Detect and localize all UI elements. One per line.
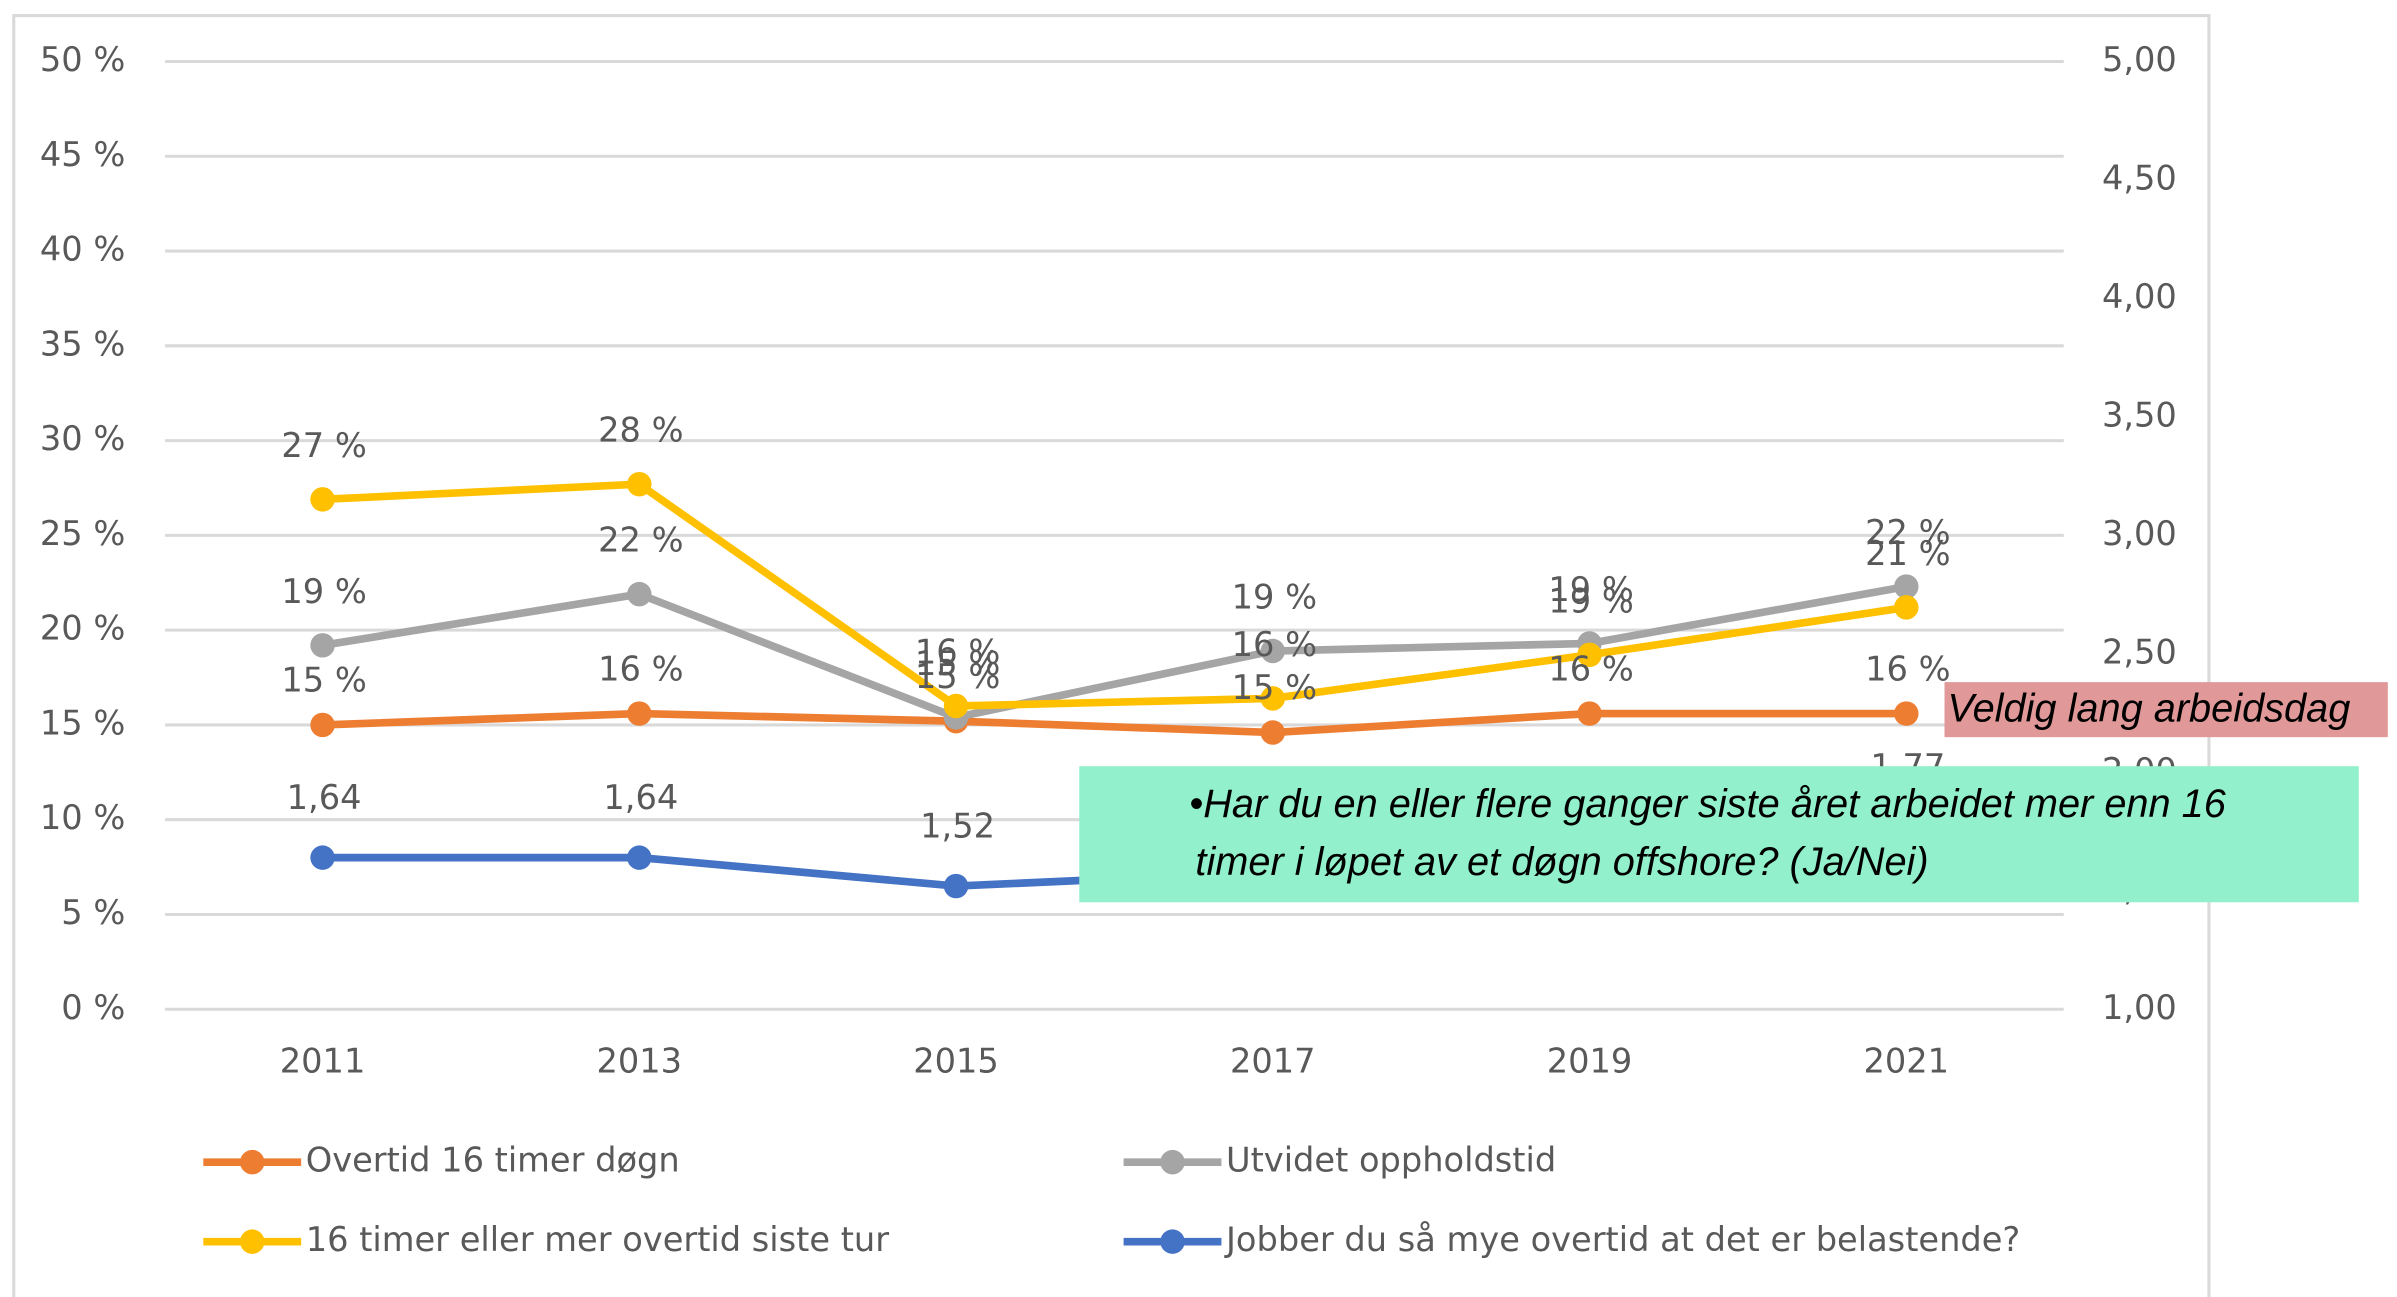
- data-label: 16 %: [598, 649, 683, 688]
- data-point: [627, 581, 652, 607]
- x-tick-label: 2015: [913, 1041, 999, 1080]
- data-point: [310, 712, 335, 738]
- data-label: 22 %: [1865, 513, 1950, 552]
- y-tick-label: 15 %: [40, 703, 125, 742]
- data-label: 15 %: [915, 657, 1000, 696]
- data-point: [310, 487, 335, 512]
- y-tick-label: 40 %: [40, 230, 125, 269]
- y2-tick-label: 4,50: [2102, 158, 2177, 197]
- data-point: [1260, 720, 1286, 745]
- x-tick-label: 2017: [1230, 1041, 1316, 1080]
- data-point: [1894, 574, 1919, 599]
- y-tick-label: 50 %: [40, 40, 125, 79]
- data-label: 22 %: [598, 521, 683, 560]
- x-tick-label: 2013: [597, 1041, 683, 1080]
- legend-label: Utvidet oppholdstid: [1226, 1141, 1556, 1180]
- y-tick-label: 35 %: [40, 324, 125, 363]
- y2-tick-label: 1,00: [2102, 988, 2177, 1027]
- data-label: 16 %: [915, 633, 1000, 672]
- data-label: 19 %: [281, 572, 366, 611]
- series-line: [321, 582, 1907, 722]
- annotation-box: [1944, 682, 2388, 738]
- data-label: 1,64: [287, 778, 362, 817]
- data-point: [1577, 701, 1602, 726]
- legend-marker: [240, 1229, 265, 1254]
- data-label: 16 %: [1232, 625, 1317, 664]
- data-label: 15 %: [915, 644, 1000, 683]
- legend-marker: [240, 1149, 265, 1175]
- data-point: [1894, 595, 1919, 620]
- annotation: •Har du en eller flere ganger siste året…: [1189, 781, 2226, 883]
- y2-tick-label: 5,00: [2102, 40, 2177, 79]
- data-label: 19 %: [1232, 578, 1317, 617]
- y2-tick-label: 2,50: [2102, 632, 2177, 671]
- data-point: [943, 873, 969, 899]
- data-point: [310, 845, 335, 870]
- data-label: 19 %: [1548, 570, 1633, 609]
- data-point: [1577, 642, 1602, 668]
- data-point: [1894, 701, 1919, 726]
- y2-tick-label: 3,00: [2102, 514, 2177, 553]
- y-tick-label: 10 %: [40, 798, 125, 837]
- annotation: Veldig lang arbeidsdag: [1948, 687, 2351, 731]
- data-point: [310, 633, 335, 658]
- y-tick-label: 0 %: [61, 988, 125, 1027]
- legend-label: 16 timer eller mer overtid siste tur: [306, 1220, 889, 1259]
- series-line: [322, 709, 1907, 737]
- data-label: 15 %: [281, 661, 366, 700]
- legend-label: Overtid 16 timer døgn: [306, 1141, 680, 1180]
- y2-tick-label: 3,50: [2102, 395, 2177, 434]
- data-label: 28 %: [598, 411, 683, 450]
- data-point: [1260, 638, 1286, 664]
- data-label: 19 %: [1548, 581, 1633, 620]
- data-label: 1,64: [603, 778, 678, 817]
- chart-frame: [12, 14, 2211, 1297]
- data-label: 27 %: [281, 426, 366, 465]
- y-tick-label: 20 %: [40, 609, 125, 648]
- y-tick-label: 45 %: [40, 135, 125, 174]
- data-label: 16 %: [1548, 649, 1633, 688]
- y2-tick-label: 4,00: [2102, 277, 2177, 316]
- data-label: 1,52: [920, 806, 995, 845]
- data-point: [1260, 686, 1286, 711]
- annotation-box: [1079, 766, 2359, 903]
- data-point: [627, 471, 652, 497]
- series-line: [322, 480, 1907, 710]
- x-tick-label: 2019: [1547, 1041, 1633, 1080]
- x-tick-label: 2011: [280, 1041, 366, 1080]
- legend-marker: [1160, 1149, 1185, 1175]
- y-tick-label: 25 %: [40, 514, 125, 553]
- data-label: 21 %: [1865, 534, 1950, 573]
- y-tick-label: 5 %: [61, 893, 125, 932]
- data-point: [943, 693, 969, 719]
- data-point: [627, 845, 652, 870]
- data-point: [627, 701, 652, 726]
- legend-label: Jobber du så mye overtid at det er belas…: [1224, 1220, 2020, 1259]
- x-tick-label: 2021: [1863, 1041, 1949, 1080]
- data-label: 16 %: [1865, 649, 1950, 688]
- data-label: 15 %: [1232, 668, 1317, 707]
- legend-marker: [1160, 1229, 1185, 1254]
- y-tick-label: 30 %: [40, 419, 125, 458]
